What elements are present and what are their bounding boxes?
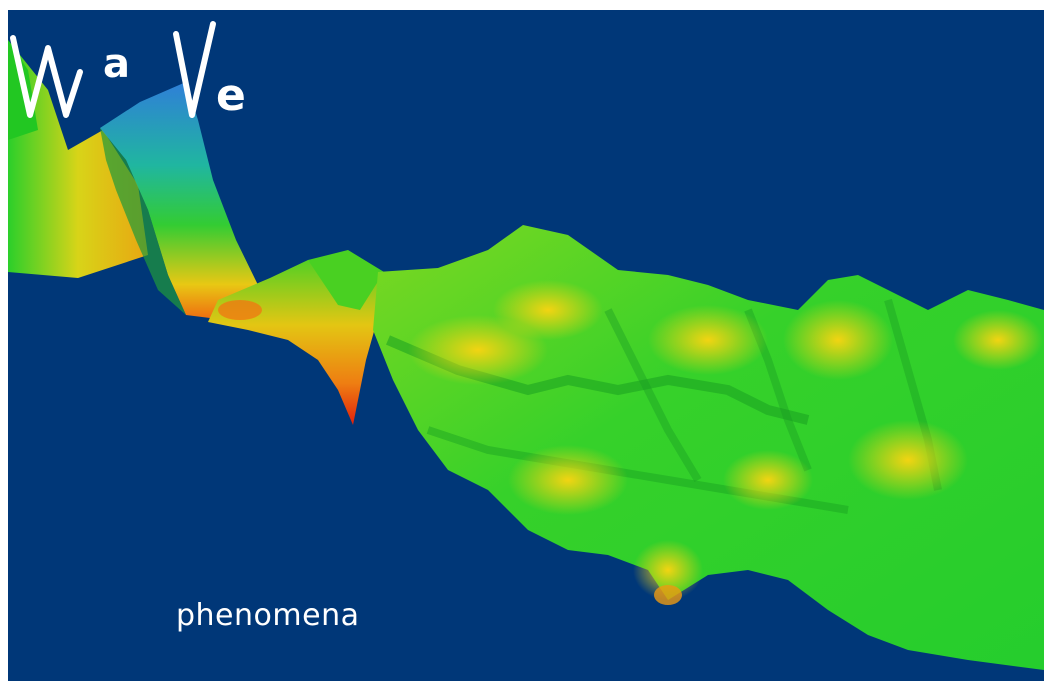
logo-v-stroke <box>173 21 216 118</box>
wave-crest <box>100 82 258 320</box>
wave-illustration: a e <box>8 10 1044 681</box>
logo-e-letter: e <box>216 70 246 121</box>
wave-logo: a e <box>10 21 246 121</box>
logo-a-letter: a <box>103 41 130 87</box>
wave-surface-graphic <box>8 10 1044 681</box>
wave-left-fold <box>8 40 148 278</box>
logo-w-stroke <box>10 35 83 118</box>
logo-subtitle: phenomena <box>176 598 360 633</box>
